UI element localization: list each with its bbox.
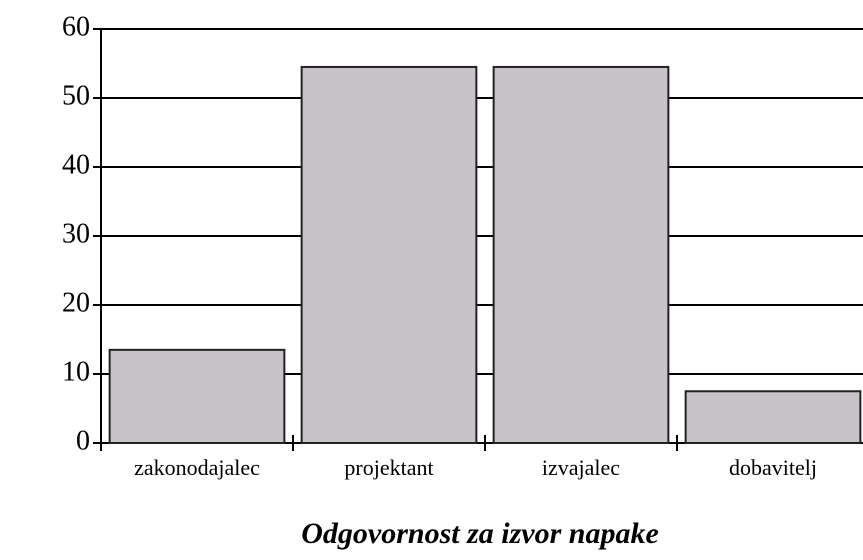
x-tick-label: izvajalec [542,455,620,480]
x-tick-label: projektant [344,455,433,480]
y-tick-label: 50 [62,80,90,111]
y-tick-label: 10 [62,356,90,387]
y-tick-label: 40 [62,149,90,180]
y-tick-label: 60 [62,11,90,42]
bar [300,65,478,444]
x-tick-label: zakonodajalec [134,455,260,480]
x-tick-label: dobavitelj [729,455,817,480]
chart-title: Odgovornost za izvor napake [301,517,659,550]
y-tick-label: 0 [76,425,90,456]
y-tick-label: 30 [62,218,90,249]
bar [492,65,670,444]
bar [684,390,862,444]
bar [108,348,286,445]
y-tick-label: 20 [62,287,90,318]
